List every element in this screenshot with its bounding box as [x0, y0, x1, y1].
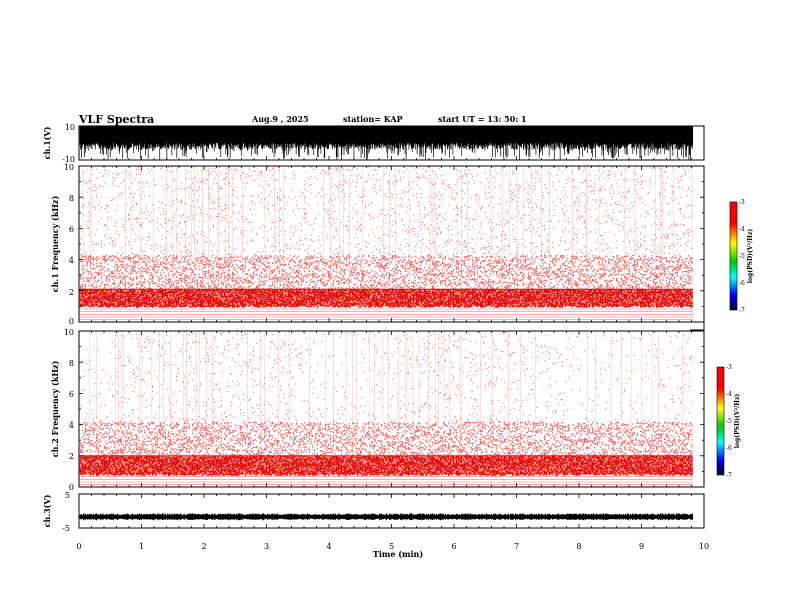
x-tick-label-10: 10: [699, 542, 709, 551]
ch2-spectrogram-panel: 0 2 4 6 8 10 ch.2 Frequency (kHz) -3 -4 …: [50, 328, 741, 492]
x-axis-label: Time (min): [373, 549, 423, 559]
spectrogram-mid-zone: [80, 254, 693, 291]
ch1-cb-tick-7: -7: [739, 307, 745, 314]
ch2-cb-tick-3: -3: [726, 364, 732, 371]
ch2-colorbar: [716, 366, 725, 476]
x-tick-label-5: 5: [389, 542, 394, 551]
ch3-waveform-ylabel: ch.3(V): [42, 494, 52, 527]
axis-ticks: [78, 126, 705, 528]
ch1-ytick-0: 0: [69, 317, 74, 326]
tick-marks: [78, 126, 705, 528]
x-tick-label-7: 7: [514, 542, 519, 551]
spectrogram-streaks: [82, 166, 693, 290]
ch1-colorbar-label: log(PSD)(V²/Hz): [747, 229, 754, 284]
ch1-ytick-4: 4: [69, 256, 74, 265]
ch1-waveform-trace: [79, 126, 694, 160]
ch1-cb-tick-5: -5: [739, 253, 745, 260]
ch1-ytick-2: 2: [69, 288, 74, 297]
ch2-ytick-0: 0: [69, 483, 74, 492]
header-start-time: start UT = 13: 50: 1: [438, 114, 527, 124]
ch2-ytick-2: 2: [69, 452, 74, 461]
ch1-ytick-8: 8: [69, 194, 74, 203]
ch2-colorbar-label: log(PSD)(V²/Hz): [734, 394, 741, 449]
spectrogram-noise: [80, 166, 693, 291]
ch1-waveform-ylabel: ch.1(V): [42, 126, 52, 159]
x-tick-label-4: 4: [326, 542, 331, 551]
ch2-spectrogram-ylabel: ch.2 Frequency (kHz): [50, 361, 60, 458]
x-tick-label-2: 2: [201, 542, 206, 551]
ch1-ytick-10: 10: [64, 163, 74, 172]
ch1-ytick-top: 10: [65, 123, 75, 132]
ch2-ytick-6: 6: [69, 390, 74, 399]
ch1-spectrogram-ylabel: ch.1 Frequency (kHz): [50, 196, 60, 293]
ch1-cb-tick-4: -4: [739, 226, 745, 233]
ch1-waveform-line: [79, 126, 694, 160]
ch1-spectrogram-panel: 0 2 4 6 8 10 ch.1 Frequency (kHz) -3 -4 …: [50, 163, 754, 326]
ch1-cb-tick-3: -3: [739, 199, 745, 206]
ch2-cb-tick-5: -5: [726, 418, 732, 425]
ch3-waveform-trace: [79, 513, 693, 521]
ch2-cb-tick-7: -7: [726, 472, 732, 479]
x-tick-label-6: 6: [451, 542, 456, 551]
ch2-cb-tick-4: -4: [726, 391, 732, 398]
ch1-cb-tick-6: -6: [739, 280, 745, 287]
spectrogram-band-detail: [80, 289, 693, 308]
ch1-ytick-bottom: -10: [62, 155, 75, 164]
x-tick-label-8: 8: [576, 542, 581, 551]
figure-title: VLF Spectra: [78, 113, 154, 126]
ch1-colorbar: [729, 201, 738, 311]
x-tick-label-0: 0: [76, 542, 81, 551]
spectrogram-mid-zone: [80, 421, 693, 457]
ch2-ytick-4: 4: [69, 421, 74, 430]
header-station: station= KAP: [343, 114, 403, 124]
ch3-ytick-bottom: -5: [62, 524, 70, 533]
ch3-waveform-line: [79, 513, 693, 521]
spectrogram-low-lines: [79, 476, 693, 485]
x-tick-label-1: 1: [139, 542, 144, 551]
ch3-waveform-frame: [78, 493, 705, 529]
spectrogram-band-detail: [80, 455, 693, 476]
ch2-cb-tick-6: -6: [726, 445, 732, 452]
x-tick-label-9: 9: [639, 542, 644, 551]
ch2-ytick-8: 8: [69, 359, 74, 368]
x-tick-labels: 0 1 2 3 4 5 6 7 8 9 10: [76, 542, 709, 551]
ch1-spectrogram-image: [79, 166, 693, 320]
spectrogram-low-lines: [79, 308, 693, 320]
ch1-ytick-6: 6: [69, 225, 74, 234]
ch3-ytick-top: 5: [65, 491, 70, 500]
header-date: Aug.9 , 2025: [251, 114, 309, 124]
spectrogram-hotspots: [83, 455, 688, 476]
x-tick-label-3: 3: [264, 542, 269, 551]
ch2-ytick-10: 10: [64, 328, 74, 337]
ch2-spectrogram-image: [79, 331, 693, 485]
